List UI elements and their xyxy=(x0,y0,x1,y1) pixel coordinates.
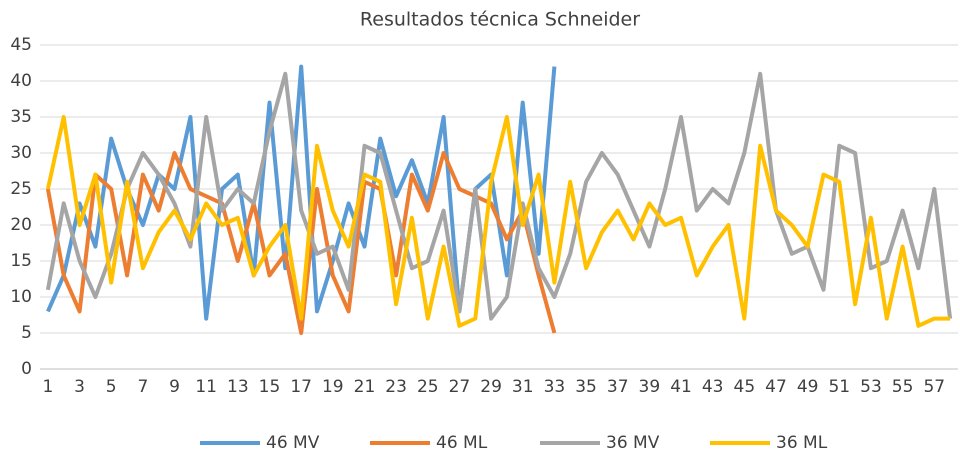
x-tick-label: 53 xyxy=(860,377,882,397)
y-tick-label: 30 xyxy=(10,143,32,163)
x-tick-label: 17 xyxy=(290,377,312,397)
x-tick-label: 21 xyxy=(354,377,376,397)
series-line xyxy=(45,71,953,321)
legend-label: 36 ML xyxy=(776,433,828,453)
x-tick-label: 51 xyxy=(828,377,850,397)
x-tick-label: 7 xyxy=(137,377,148,397)
x-tick-label: 19 xyxy=(322,377,344,397)
y-tick-label: 20 xyxy=(10,215,32,235)
y-tick-label: 35 xyxy=(10,107,32,127)
series-line xyxy=(45,115,951,328)
x-tick-label: 47 xyxy=(765,377,787,397)
x-tick-label: 1 xyxy=(42,377,53,397)
x-tick-label: 29 xyxy=(480,377,502,397)
x-tick-label: 31 xyxy=(512,377,534,397)
y-tick-label: 45 xyxy=(10,35,32,55)
y-tick-label: 15 xyxy=(10,251,32,271)
y-tick-label: 25 xyxy=(10,179,32,199)
y-tick-label: 5 xyxy=(21,323,32,343)
y-tick-label: 10 xyxy=(10,287,32,307)
x-tick-label: 33 xyxy=(544,377,566,397)
chart-title: Resultados técnica Schneider xyxy=(360,9,640,31)
x-tick-label: 11 xyxy=(195,377,217,397)
x-tick-label: 9 xyxy=(169,377,180,397)
x-tick-label: 41 xyxy=(670,377,692,397)
x-tick-label: 27 xyxy=(449,377,471,397)
x-tick-label: 55 xyxy=(892,377,914,397)
legend-label: 36 MV xyxy=(606,433,660,453)
x-tick-label: 13 xyxy=(227,377,249,397)
y-tick-label: 0 xyxy=(21,359,32,379)
x-tick-label: 15 xyxy=(259,377,281,397)
x-tick-label: 45 xyxy=(734,377,756,397)
x-tick-label: 39 xyxy=(639,377,661,397)
x-tick-label: 3 xyxy=(74,377,85,397)
legend-label: 46 MV xyxy=(266,433,320,453)
series-line xyxy=(45,151,557,335)
x-tick-label: 35 xyxy=(575,377,597,397)
x-tick-label: 57 xyxy=(923,377,945,397)
y-tick-label: 40 xyxy=(10,71,32,91)
x-tick-label: 37 xyxy=(607,377,629,397)
x-tick-label: 5 xyxy=(106,377,117,397)
x-tick-label: 23 xyxy=(385,377,407,397)
x-tick-label: 25 xyxy=(417,377,439,397)
x-tick-label: 43 xyxy=(702,377,724,397)
x-tick-label: 49 xyxy=(797,377,819,397)
legend-label: 46 ML xyxy=(436,433,488,453)
